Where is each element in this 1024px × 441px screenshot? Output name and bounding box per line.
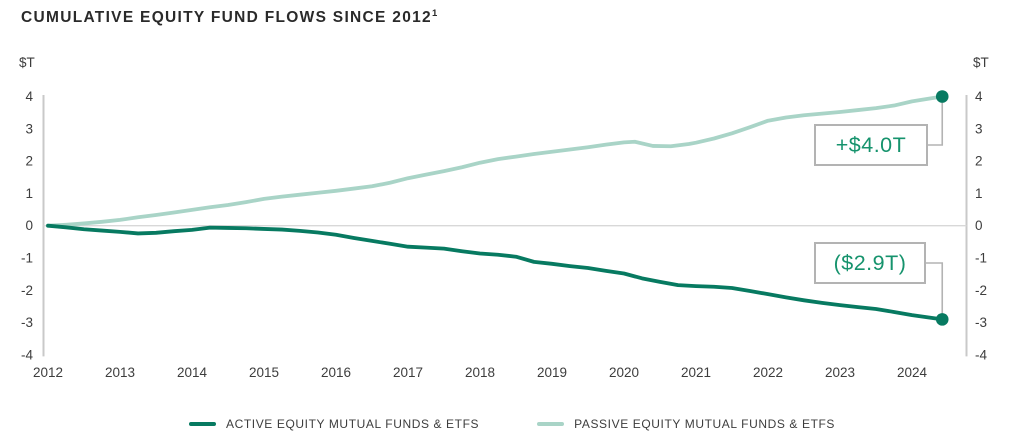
passive-line-swatch-icon <box>537 421 565 427</box>
y-axis-unit-left: $T <box>19 55 35 70</box>
legend-item-passive: PASSIVE EQUITY MUTUAL FUNDS & ETFS <box>537 417 835 431</box>
x-tick-label: 2015 <box>249 365 279 380</box>
legend-label-active: ACTIVE EQUITY MUTUAL FUNDS & ETFS <box>225 417 480 431</box>
x-tick-label: 2012 <box>33 365 63 380</box>
callout-passive-end-value: +$4.0T <box>814 124 928 166</box>
legend: ACTIVE EQUITY MUTUAL FUNDS & ETFS PASSIV… <box>0 413 1024 435</box>
passive-series-line <box>46 94 945 228</box>
legend-label-passive: PASSIVE EQUITY MUTUAL FUNDS & ETFS <box>574 417 836 431</box>
passive-end-dot <box>935 90 949 103</box>
y-tick-label-right: 1 <box>975 186 983 201</box>
active-end-dot <box>935 313 949 326</box>
y-axis-unit-right: $T <box>973 55 989 70</box>
callout-active-end-value: ($2.9T) <box>814 242 926 284</box>
x-tick-label: 2013 <box>105 365 135 380</box>
x-tick-label: 2014 <box>177 365 208 380</box>
x-tick-label: 2018 <box>465 365 495 380</box>
y-tick-label-right: -2 <box>975 283 987 298</box>
x-tick-label: 2023 <box>825 365 855 380</box>
chart-title-text: CUMULATIVE EQUITY FUND FLOWS SINCE 2012 <box>21 9 432 27</box>
y-tick-label-left: 2 <box>25 154 33 169</box>
callout-connector-active <box>925 262 944 320</box>
y-tick-label-right: -4 <box>975 347 987 362</box>
y-tick-label-left: -3 <box>21 315 33 330</box>
x-tick-label: 2020 <box>609 365 639 380</box>
y-tick-label-left: 1 <box>25 186 33 201</box>
y-tick-label-right: 4 <box>975 89 983 104</box>
y-tick-label-right: 0 <box>975 218 983 233</box>
y-tick-label-right: -1 <box>975 251 987 266</box>
y-tick-label-left: 0 <box>25 218 33 233</box>
x-tick-label: 2017 <box>393 365 423 380</box>
x-tick-label: 2019 <box>537 365 567 380</box>
x-tick-label: 2016 <box>321 365 351 380</box>
y-tick-label-left: -2 <box>21 283 33 298</box>
x-tick-label: 2021 <box>681 365 711 380</box>
active-line-swatch-icon <box>188 421 216 427</box>
y-tick-label-left: 4 <box>25 89 33 104</box>
y-tick-label-left: -4 <box>21 347 33 362</box>
chart-title-footnote-marker: 1 <box>431 8 438 19</box>
y-tick-label-right: 2 <box>975 154 983 169</box>
x-tick-label: 2024 <box>897 365 928 380</box>
x-tick-label: 2022 <box>753 365 783 380</box>
chart-title: CUMULATIVE EQUITY FUND FLOWS SINCE 20121 <box>21 8 437 27</box>
y-tick-label-right: 3 <box>975 121 983 136</box>
y-tick-label-left: -1 <box>21 251 33 266</box>
y-tick-label-left: 3 <box>25 121 33 136</box>
active-series-line <box>46 223 945 322</box>
y-tick-label-right: -3 <box>975 315 987 330</box>
callout-connector-passive <box>927 96 944 146</box>
legend-item-active: ACTIVE EQUITY MUTUAL FUNDS & ETFS <box>188 417 480 431</box>
